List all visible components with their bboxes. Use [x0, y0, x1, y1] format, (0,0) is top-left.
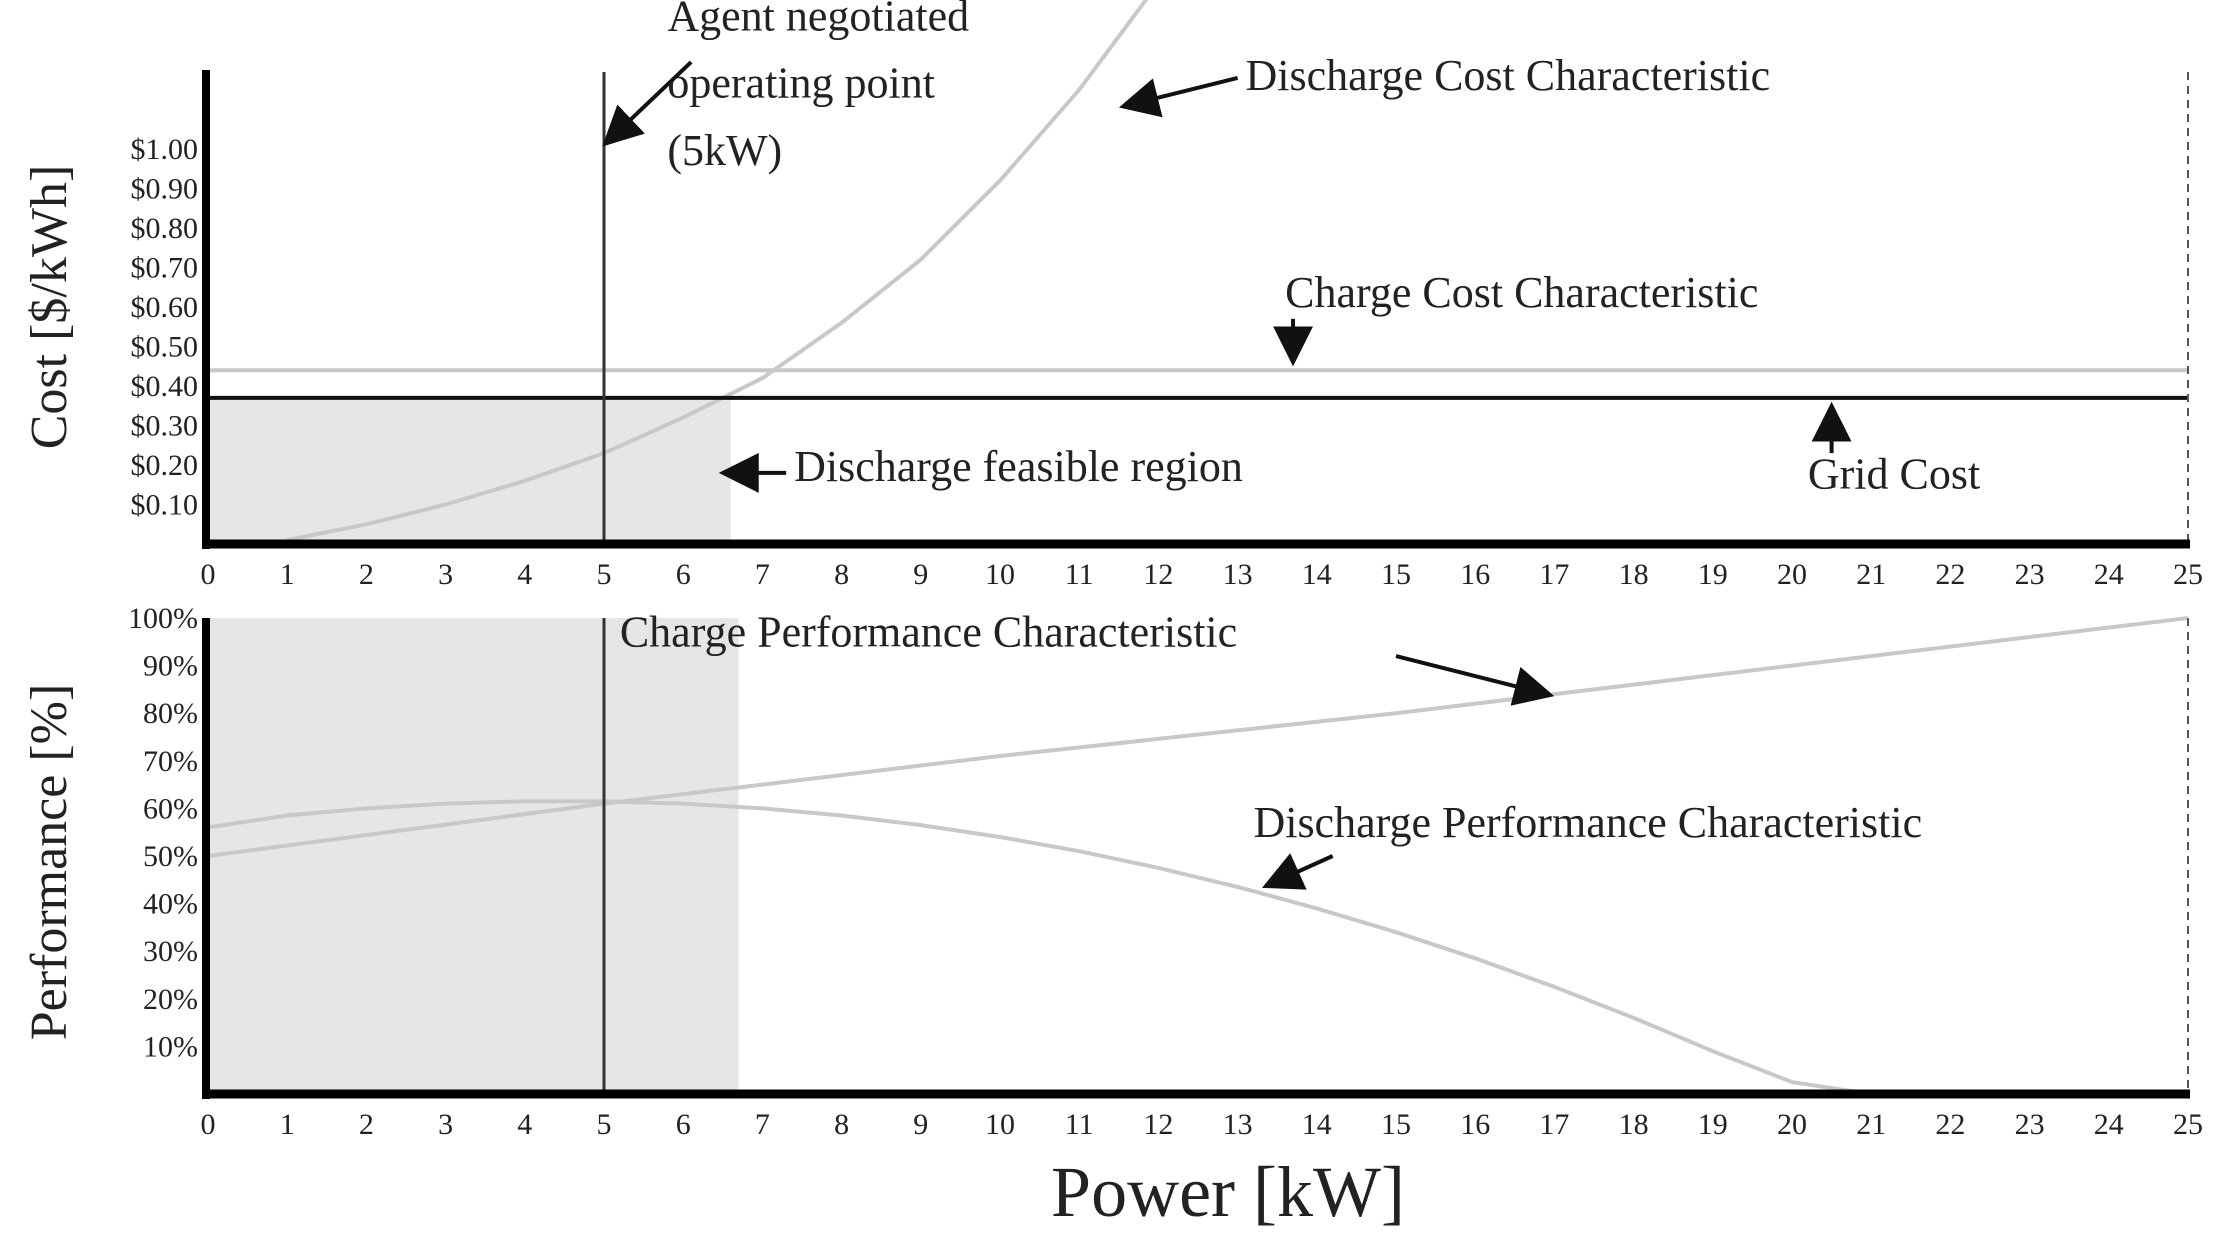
x-tick-label: 2 — [359, 558, 374, 591]
annotation-label: operating point — [667, 59, 935, 108]
y-tick-label: $0.30 — [131, 410, 199, 443]
y-axis-label: Cost [$/kWh] — [21, 165, 78, 450]
x-tick-label: 20 — [1777, 558, 1807, 591]
x-tick-label: 5 — [597, 558, 612, 591]
x-tick-label: 0 — [201, 1108, 216, 1141]
annotation-label: Discharge feasible region — [794, 442, 1243, 491]
x-axis-label: Power [kW] — [1051, 1152, 1405, 1232]
y-tick-label: $0.50 — [131, 331, 199, 364]
x-tick-label: 12 — [1143, 558, 1173, 591]
x-tick-label: 1 — [280, 558, 295, 591]
y-tick-label: $0.80 — [131, 212, 199, 245]
x-tick-label: 17 — [1539, 558, 1569, 591]
x-tick-label: 23 — [2015, 1108, 2045, 1141]
x-tick-label: 4 — [517, 1108, 532, 1141]
x-tick-label: 22 — [1935, 558, 1965, 591]
y-tick-label: $0.10 — [131, 489, 199, 522]
x-tick-label: 3 — [438, 1108, 453, 1141]
x-tick-label: 21 — [1856, 1108, 1886, 1141]
y-tick-label: $0.60 — [131, 291, 199, 324]
x-tick-label: 19 — [1698, 558, 1728, 591]
y-tick-label: $0.70 — [131, 252, 199, 285]
y-tick-label: 90% — [143, 650, 198, 683]
x-tick-label: 14 — [1302, 558, 1332, 591]
y-tick-label: $0.90 — [131, 173, 199, 206]
y-tick-label: 40% — [143, 888, 198, 921]
series-line-discharge-performance-characteristic — [208, 799, 1872, 1094]
x-tick-label: 16 — [1460, 1108, 1490, 1141]
x-tick-label: 17 — [1539, 1108, 1569, 1141]
x-tick-label: 22 — [1935, 1108, 1965, 1141]
x-tick-label: 23 — [2015, 558, 2045, 591]
annotation-label: Discharge Performance Characteristic — [1253, 798, 1922, 847]
x-tick-label: 24 — [2094, 558, 2124, 591]
x-tick-label: 2 — [359, 1108, 374, 1141]
x-tick-label: 15 — [1381, 1108, 1411, 1141]
x-tick-label: 18 — [1619, 558, 1649, 591]
x-tick-label: 8 — [834, 1108, 849, 1141]
x-tick-label: 20 — [1777, 1108, 1807, 1141]
region-feasible-region — [208, 618, 739, 1094]
y-tick-label: $0.20 — [131, 449, 199, 482]
x-tick-label: 6 — [676, 558, 691, 591]
annotation-label: Charge Cost Characteristic — [1285, 268, 1758, 317]
annotation-arrow — [602, 60, 693, 147]
x-tick-label: 14 — [1302, 1108, 1332, 1141]
x-tick-label: 9 — [913, 558, 928, 591]
annotation-label: Discharge Cost Characteristic — [1246, 51, 1771, 100]
x-tick-label: 7 — [755, 1108, 770, 1141]
x-tick-label: 10 — [985, 558, 1015, 591]
x-tick-label: 5 — [597, 1108, 612, 1141]
y-tick-label: $0.40 — [131, 370, 199, 403]
annotation-label: Charge Performance Characteristic — [620, 608, 1237, 657]
x-tick-label: 3 — [438, 558, 453, 591]
x-tick-label: 19 — [1698, 1108, 1728, 1141]
annotation-arrow — [1395, 654, 1555, 706]
y-tick-label: 30% — [143, 935, 198, 968]
x-tick-label: 6 — [676, 1108, 691, 1141]
region-discharge-feasible-region — [208, 397, 731, 544]
x-tick-label: 1 — [280, 1108, 295, 1141]
x-tick-label: 0 — [201, 558, 216, 591]
x-tick-label: 10 — [985, 1108, 1015, 1141]
x-tick-label: 13 — [1223, 1108, 1253, 1141]
annotation-label: (5kW) — [667, 126, 782, 175]
y-tick-label: 50% — [143, 840, 198, 873]
y-tick-label: $1.00 — [131, 133, 199, 166]
annotation-arrow — [1261, 853, 1334, 890]
annotation-label: Grid Cost — [1808, 450, 1980, 499]
x-tick-label: 24 — [2094, 1108, 2124, 1141]
y-tick-label: 100% — [128, 602, 198, 635]
series-line-discharge-cost-characteristic — [286, 0, 1149, 542]
x-tick-label: 21 — [1856, 558, 1886, 591]
x-tick-label: 13 — [1223, 558, 1253, 591]
x-tick-label: 25 — [2173, 1108, 2203, 1141]
x-tick-label: 11 — [1065, 558, 1094, 591]
x-tick-label: 8 — [834, 558, 849, 591]
y-tick-label: 60% — [143, 792, 198, 825]
y-axis-label: Performance [%] — [21, 684, 78, 1041]
y-tick-label: 70% — [143, 745, 198, 778]
y-tick-label: 80% — [143, 697, 198, 730]
annotation-label: Agent negotiated — [667, 0, 969, 41]
y-tick-label: 20% — [143, 983, 198, 1016]
annotation-arrow — [1118, 75, 1239, 118]
x-tick-label: 18 — [1619, 1108, 1649, 1141]
y-tick-label: 10% — [143, 1030, 198, 1063]
x-tick-label: 7 — [755, 558, 770, 591]
x-tick-label: 9 — [913, 1108, 928, 1141]
x-tick-label: 11 — [1065, 1108, 1094, 1141]
x-tick-label: 15 — [1381, 558, 1411, 591]
x-tick-label: 12 — [1143, 1108, 1173, 1141]
x-tick-label: 4 — [517, 558, 532, 591]
x-tick-label: 16 — [1460, 558, 1490, 591]
x-tick-label: 25 — [2173, 558, 2203, 591]
